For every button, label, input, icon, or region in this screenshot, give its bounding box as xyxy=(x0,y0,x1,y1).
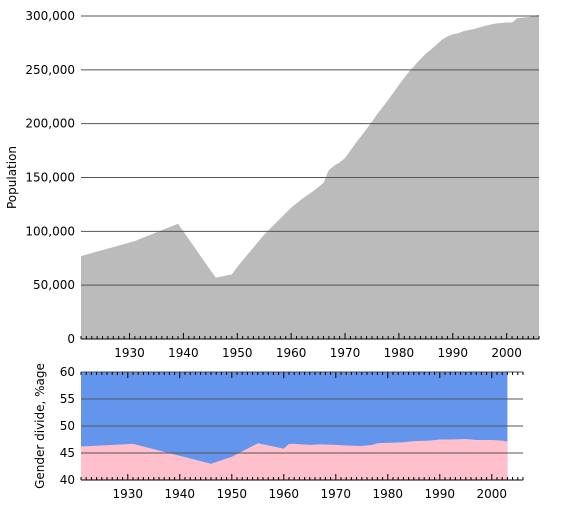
x-tick-label: 2000 xyxy=(477,487,508,501)
x-tick-label: 1950 xyxy=(222,346,253,360)
x-tick-label: 1980 xyxy=(384,346,415,360)
x-tick-label: 1970 xyxy=(321,487,352,501)
x-tick-label: 1950 xyxy=(217,487,248,501)
y-axis-title: Gender divide, %age xyxy=(33,363,47,489)
x-tick-label: 1980 xyxy=(373,487,404,501)
y-tick-label: 40 xyxy=(60,473,75,487)
y-tick-label: 0 xyxy=(67,332,75,346)
x-tick-label: 1940 xyxy=(165,487,196,501)
y-tick-label: 60 xyxy=(60,365,75,379)
y-tick-label: 250,000 xyxy=(25,63,75,77)
y-tick-label: 45 xyxy=(60,446,75,460)
y-tick-label: 150,000 xyxy=(25,171,75,185)
gender-divide-panel: 40 45 50 55 60 1930 1940 1950 1960 1970 1980 1990 20… xyxy=(33,363,524,501)
y-tick-label: 50,000 xyxy=(33,278,75,292)
y-tick-label: 200,000 xyxy=(25,117,75,131)
y-tick-label: 50 xyxy=(60,419,75,433)
y-axis-title: Population xyxy=(5,146,19,209)
x-tick-label: 1990 xyxy=(438,346,469,360)
population-panel: 0 50,000 100,000 150,000 200,000 250,000 300,0… xyxy=(5,9,540,360)
y-tick-label: 55 xyxy=(60,392,75,406)
x-tick-label: 2000 xyxy=(491,346,522,360)
y-tick-label: 300,000 xyxy=(25,9,75,23)
y-tick-label: 100,000 xyxy=(25,224,75,238)
x-tick-label: 1940 xyxy=(168,346,199,360)
population-area xyxy=(81,14,539,339)
x-tick-label: 1930 xyxy=(113,487,144,501)
x-tick-label: 1970 xyxy=(330,346,361,360)
x-tick-label: 1990 xyxy=(425,487,456,501)
x-tick-label: 1960 xyxy=(269,487,300,501)
x-tick-label: 1930 xyxy=(114,346,145,360)
lower-share-area xyxy=(81,438,508,480)
x-tick-label: 1960 xyxy=(276,346,307,360)
